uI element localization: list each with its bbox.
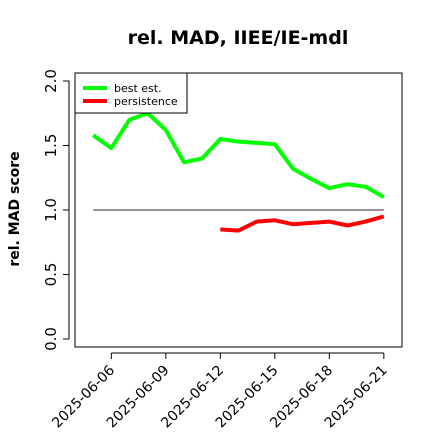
legend-label-persistence: persistence bbox=[114, 95, 178, 108]
legend-box bbox=[74, 72, 188, 114]
y-tick-label: 1.0 bbox=[42, 198, 60, 222]
chart-title: rel. MAD, IIEE/IE-mdl bbox=[128, 27, 349, 49]
legend-label-best-est: best est. bbox=[114, 82, 162, 95]
series-layer bbox=[92, 111, 385, 233]
plot-frame bbox=[74, 72, 403, 348]
series-line-persistence bbox=[220, 214, 385, 233]
legend: best est. persistence bbox=[74, 72, 188, 114]
y-tick-label: 1.5 bbox=[42, 134, 60, 158]
x-axis: 2025-06-062025-06-092025-06-122025-06-15… bbox=[49, 352, 391, 431]
y-tick-label: 2.0 bbox=[42, 69, 60, 93]
y-axis-label: rel. MAD score bbox=[7, 151, 23, 266]
series-line-best-est bbox=[92, 111, 385, 199]
y-tick-label: 0.5 bbox=[42, 263, 60, 287]
y-tick-label: 0.0 bbox=[42, 327, 60, 351]
y-axis: 0.0 0.5 1.0 1.5 2.0 bbox=[42, 69, 70, 351]
